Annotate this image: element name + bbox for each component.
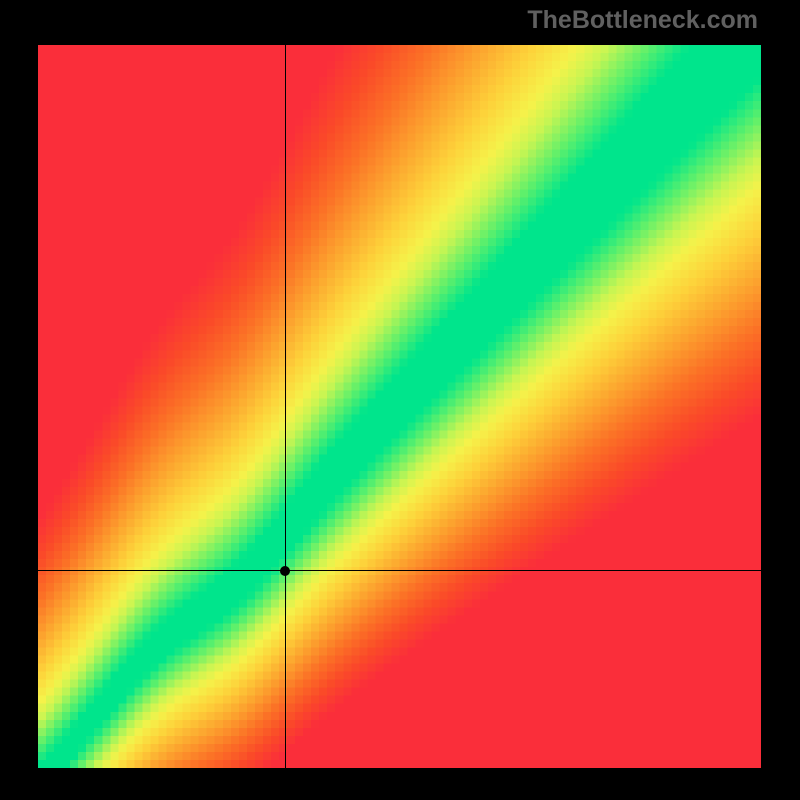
crosshair-vertical: [285, 45, 286, 768]
chart-container: TheBottleneck.com: [0, 0, 800, 800]
watermark-text: TheBottleneck.com: [527, 6, 758, 35]
data-point-marker: [280, 566, 290, 576]
crosshair-horizontal: [38, 570, 761, 571]
bottleneck-heatmap: [38, 45, 761, 768]
